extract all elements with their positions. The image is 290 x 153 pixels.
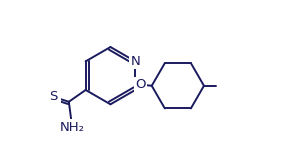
Text: S: S xyxy=(50,90,58,103)
Text: N: N xyxy=(130,55,140,68)
Text: NH₂: NH₂ xyxy=(60,121,85,134)
Text: O: O xyxy=(135,78,146,91)
